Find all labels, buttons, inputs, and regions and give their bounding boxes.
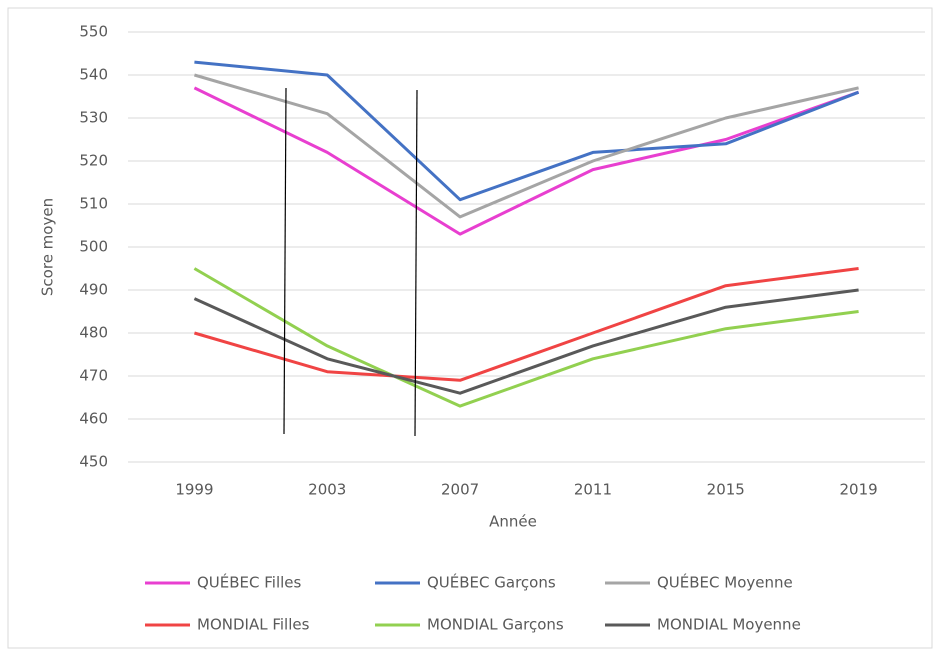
series-line [194,60,860,202]
x-axis-label: Année [489,513,537,531]
annotation-line [414,89,418,437]
series-line [193,267,859,408]
series-line [193,288,859,395]
y-tick-label: 550 [79,23,108,41]
y-tick-label: 540 [79,66,108,84]
y-tick-label: 530 [79,109,108,127]
x-tick-label: 2011 [574,481,612,499]
legend-label: QUÉBEC Moyenne [657,573,793,592]
annotation-line [283,87,287,435]
legend-label: QUÉBEC Filles [197,573,302,592]
y-tick-label: 460 [79,410,108,428]
x-tick-label: 2007 [441,481,479,499]
y-axis-label: Score moyen [39,198,57,296]
legend-label: QUÉBEC Garçons [427,573,556,592]
lines [193,60,860,408]
legend-label: MONDIAL Moyenne [657,616,801,634]
y-tick-label: 480 [79,324,108,342]
legend-label: MONDIAL Garçons [427,616,564,634]
x-tick-label: 2003 [308,481,346,499]
y-tick-label: 500 [79,238,108,256]
y-tick-label: 510 [79,195,108,213]
x-tick-label: 2019 [839,481,877,499]
x-tick-label: 2015 [707,481,745,499]
x-tick-label: 1999 [175,481,213,499]
y-tick-label: 520 [79,152,108,170]
series-line [193,73,859,219]
chart-frame [7,7,933,649]
y-tick-label: 470 [79,367,108,385]
y-tick-label: 490 [79,281,108,299]
series-line [193,86,860,236]
grid [128,31,925,463]
y-tick-label: 450 [79,453,108,471]
series-line [193,267,859,382]
legend-label: MONDIAL Filles [197,616,310,634]
